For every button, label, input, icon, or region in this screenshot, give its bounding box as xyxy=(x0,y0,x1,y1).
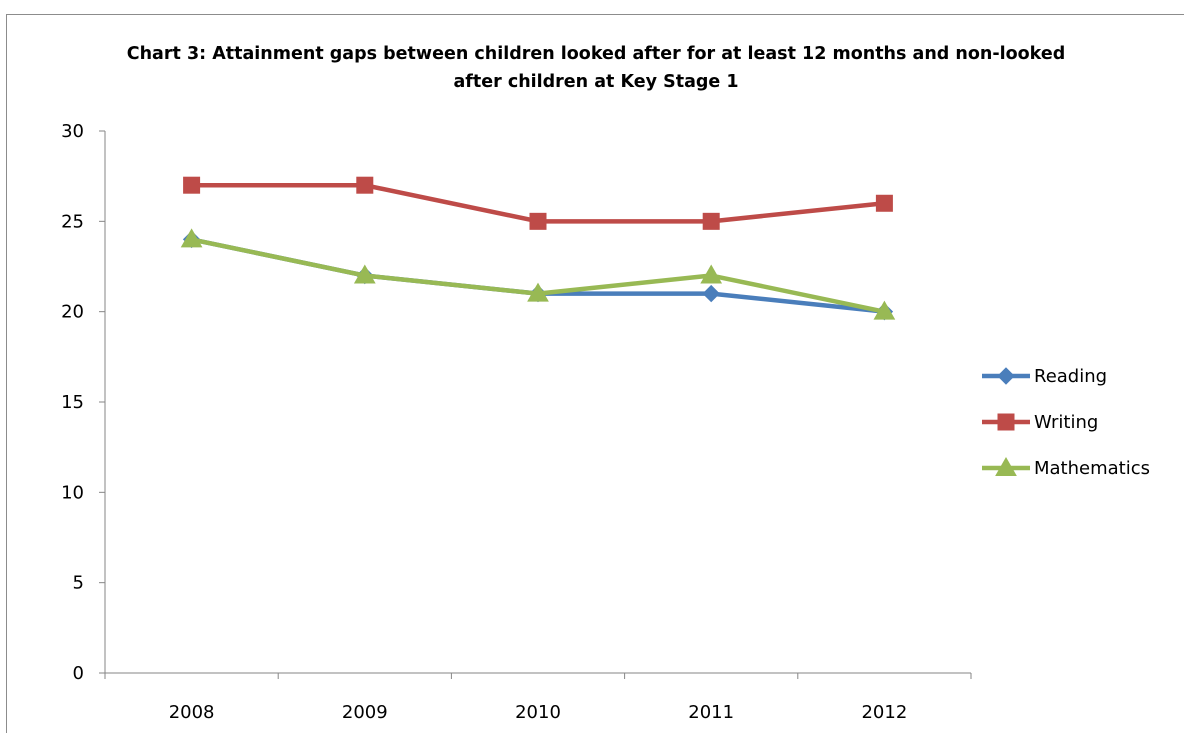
legend-marker-reading xyxy=(997,367,1015,385)
x-tick-label: 2011 xyxy=(688,702,734,723)
data-point-writing xyxy=(702,212,720,230)
data-point-writing xyxy=(183,176,201,194)
legend-item-mathematics: Mathematics xyxy=(982,456,1150,479)
legend-label-writing: Writing xyxy=(1034,412,1098,433)
series-reading xyxy=(182,230,894,321)
data-point-mathematics xyxy=(700,264,723,284)
legend-item-writing: Writing xyxy=(982,412,1098,433)
legend: Reading Writing Mathematics xyxy=(982,366,1150,479)
x-tick-label: 2010 xyxy=(515,702,561,723)
y-tick-label: 25 xyxy=(61,211,84,232)
legend-marker-mathematics xyxy=(995,456,1017,476)
data-point-mathematics xyxy=(353,264,376,284)
data-point-mathematics xyxy=(873,300,896,320)
data-point-mathematics xyxy=(527,282,549,302)
series-writing xyxy=(183,176,893,230)
data-point-writing xyxy=(356,176,374,194)
chart-area xyxy=(6,14,1184,733)
x-tick-label: 2009 xyxy=(342,702,388,723)
legend-label-mathematics: Mathematics xyxy=(1034,458,1150,479)
data-point-writing xyxy=(875,194,893,212)
legend-label-reading: Reading xyxy=(1034,366,1107,387)
y-tick-label: 30 xyxy=(61,121,84,142)
legend-marker-writing xyxy=(997,413,1015,431)
y-tick-label: 10 xyxy=(61,482,84,503)
y-tick-label: 20 xyxy=(61,302,84,323)
data-point-reading xyxy=(702,284,720,303)
x-tick-label: 2008 xyxy=(169,702,215,723)
series-mathematics xyxy=(180,228,896,320)
data-point-mathematics xyxy=(180,228,203,248)
y-tick-label: 0 xyxy=(73,663,84,684)
series-layer xyxy=(180,176,896,321)
x-tick-label: 2012 xyxy=(861,702,907,723)
axes: 0 5 10 15 20 25 30 2008 2009 2010 2011 2012 xyxy=(61,121,972,723)
y-tick-label: 15 xyxy=(61,392,84,413)
y-tick-label: 5 xyxy=(73,573,84,594)
legend-item-reading: Reading xyxy=(982,366,1107,387)
data-point-writing xyxy=(529,212,547,230)
chart-title: Chart 3: Attainment gaps between childre… xyxy=(126,44,1066,92)
